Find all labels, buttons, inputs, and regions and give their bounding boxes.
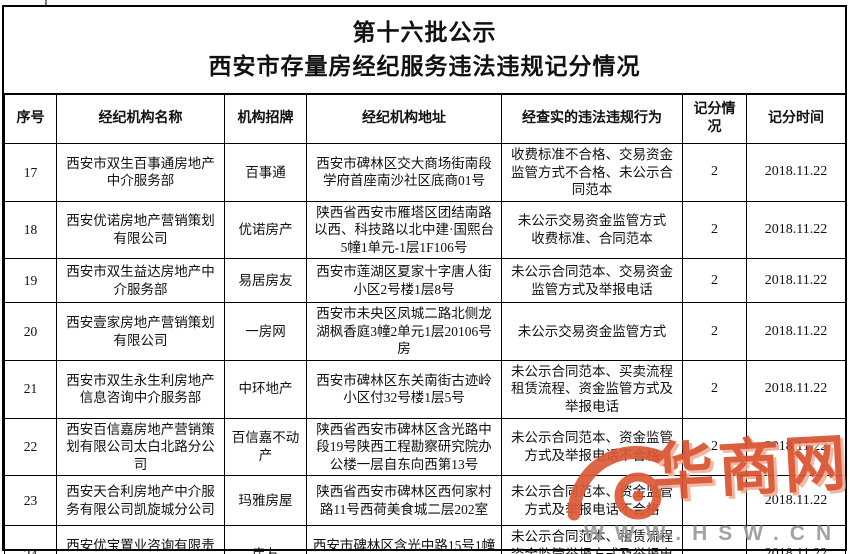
cell-address: 西安市碑林区交大商场街南段学府首座南沙社区底商01号 [306,143,502,202]
table-header-row: 序号 经纪机构名称 机构招牌 经纪机构地址 经查实的违法违规行为 记分情况 记分… [4,94,846,144]
cell-date: 2018.11.22 [746,258,846,304]
cell-brand: 优诺房产 [224,200,307,260]
cell-agency-name: 西安市双生永生利房地产信息咨询中介服务部 [56,359,225,419]
cell-agency-name: 西安优宝置业咨询有限责任公司 [56,525,225,554]
cell-violation: 未公示交易资金监管方式 [501,302,683,361]
col-header-brand: 机构招牌 [224,94,307,144]
col-header-date: 记分时间 [746,94,846,144]
cell-score: 2 [682,417,747,477]
col-header-score: 记分情况 [682,94,747,144]
violations-table: 序号 经纪机构名称 机构招牌 经纪机构地址 经查实的违法违规行为 记分情况 记分… [4,94,846,554]
cell-violation: 未公示合同范本、交易资金监管方式及举报电话 [501,258,683,304]
cell-serial: 20 [4,302,57,361]
cell-violation: 未公示合同范本、资金监管方式及举报电话不合格 [501,475,683,527]
cell-brand: 一房网 [224,302,307,361]
cell-date: 2018.11.22 [746,359,846,419]
cell-agency-name: 西安壹家房地产营销策划有限公司 [56,302,225,361]
cell-brand: 房友 [224,525,307,554]
cell-address: 陕西省西安市雁塔区团结南路以西、科技路以北中建·国熙台5幢1单元-1层1F106… [306,200,502,260]
cell-serial: 19 [4,258,57,304]
table-row: 18 西安优诺房地产营销策划有限公司 优诺房产 陕西省西安市雁塔区团结南路以西、科技路… [4,200,846,260]
cell-agency-name: 西安天合利房地产中介服务有限公司凯旋城分公司 [56,475,225,527]
cell-date: 2018.11.22 [746,475,846,527]
table-row: 23 西安天合利房地产中介服务有限公司凯旋城分公司 玛雅房屋 陕西省西安市碑林区西何家… [4,475,846,527]
cell-date: 2018.11.22 [746,525,846,554]
cell-violation: 未公示合同范本、资金监管方式及举报电话不合格 [501,417,683,477]
cell-violation: 收费标准不合格、交易资金监管方式不合格、未公示合同范本 [501,143,683,202]
table-row: 17 西安市双生百事通房地产中介服务部 百事通 西安市碑林区交大商场街南段学府首座南沙… [4,143,846,202]
table-row: 24西安优宝置业咨询有限责任公司房友西安市碑林区含光中路15号1幢20102室未… [4,525,846,554]
col-header-serial: 序号 [4,94,57,144]
cell-serial: 22 [4,417,57,477]
title-line-2: 西安市存量房经纪服务违法违规记分情况 [208,54,641,79]
col-header-violation: 经查实的违法违规行为 [501,94,683,144]
cell-address: 西安市莲湖区夏家十字唐人街小区2号楼1层8号 [306,258,502,304]
cell-serial: 17 [4,143,57,202]
cell-address: 西安市碑林区含光中路15号1幢20102室 [306,525,502,554]
cell-address: 西安市未央区凤城二路北侧龙湖枫香庭3幢2单元1层20106号房 [306,302,502,361]
cell-brand: 玛雅房屋 [224,475,307,527]
cell-date: 2018.11.22 [746,417,846,477]
cell-date: 2018.11.22 [746,143,846,202]
cell-brand: 易居房友 [224,258,307,304]
cell-agency-name: 西安市双生益达房地产中介服务部 [56,258,225,304]
announcement-table-sheet: 第十六批公示 西安市存量房经纪服务违法违规记分情况 序号 经纪机构名称 机构招牌… [2,5,847,554]
cell-score: 2 [682,143,747,202]
table-body: 17 西安市双生百事通房地产中介服务部 百事通 西安市碑林区交大商场街南段学府首座南沙… [4,143,846,554]
cell-violation: 未公示合同范本、租赁流程资金监管举报方式及举报电话 [501,525,683,554]
cell-address: 西安市碑林区东关南街古迹岭小区付32号楼1层5号 [306,359,502,419]
title-line-1: 第十六批公示 [352,20,497,46]
cell-score: 2 [682,200,747,260]
cell-serial: 21 [4,359,57,419]
cell-serial: 24 [4,525,57,554]
cell-brand: 百信嘉不动产 [224,417,307,477]
cell-brand: 百事通 [224,143,307,202]
table-row: 22 西安百信嘉房地产营销策划有限公司太白北路分公司 百信嘉不动产 陕西省西安市碑林区… [4,417,846,477]
cell-score: 2 [682,359,747,419]
cell-date: 2018.11.22 [746,302,846,361]
cell-agency-name: 西安百信嘉房地产营销策划有限公司太白北路分公司 [56,417,225,477]
cell-score [682,525,747,554]
scan-artifact [0,0,47,6]
cell-agency-name: 西安市双生百事通房地产中介服务部 [56,143,225,202]
cell-address: 陕西省西安市碑林区含光路中段19号陕西工程勘察研究院办公楼一层自东向西第13号 [306,417,502,477]
cell-violation: 未公示合同范本、买卖流程租赁流程、资金监管方式及举报电话 [501,359,683,419]
cell-score: 2 [682,258,747,304]
cell-score: 2 [682,302,747,361]
col-header-address: 经纪机构地址 [306,94,502,144]
cell-serial: 18 [4,200,57,260]
table-row: 19 西安市双生益达房地产中介服务部 易居房友 西安市莲湖区夏家十字唐人街小区2号楼1… [4,258,846,304]
cell-date: 2018.11.22 [746,200,846,260]
table-row: 21 西安市双生永生利房地产信息咨询中介服务部 中环地产 西安市碑林区东关南街古迹岭小… [4,359,846,419]
table-row: 20 西安壹家房地产营销策划有限公司 一房网 西安市未央区凤城二路北侧龙湖枫香庭3幢2… [4,302,846,361]
cell-serial: 23 [4,475,57,527]
col-header-agency: 经纪机构名称 [56,94,225,144]
cell-agency-name: 西安优诺房地产营销策划有限公司 [56,200,225,260]
cell-violation: 未公示交易资金监管方式 收费标准、合同范本 [501,200,683,260]
cell-address: 陕西省西安市碑林区西何家村路11号西荷美食城二层202室 [306,475,502,527]
document-title-block: 第十六批公示 西安市存量房经纪服务违法违规记分情况 [4,7,845,94]
cell-brand: 中环地产 [224,359,307,419]
cell-score [682,475,747,527]
